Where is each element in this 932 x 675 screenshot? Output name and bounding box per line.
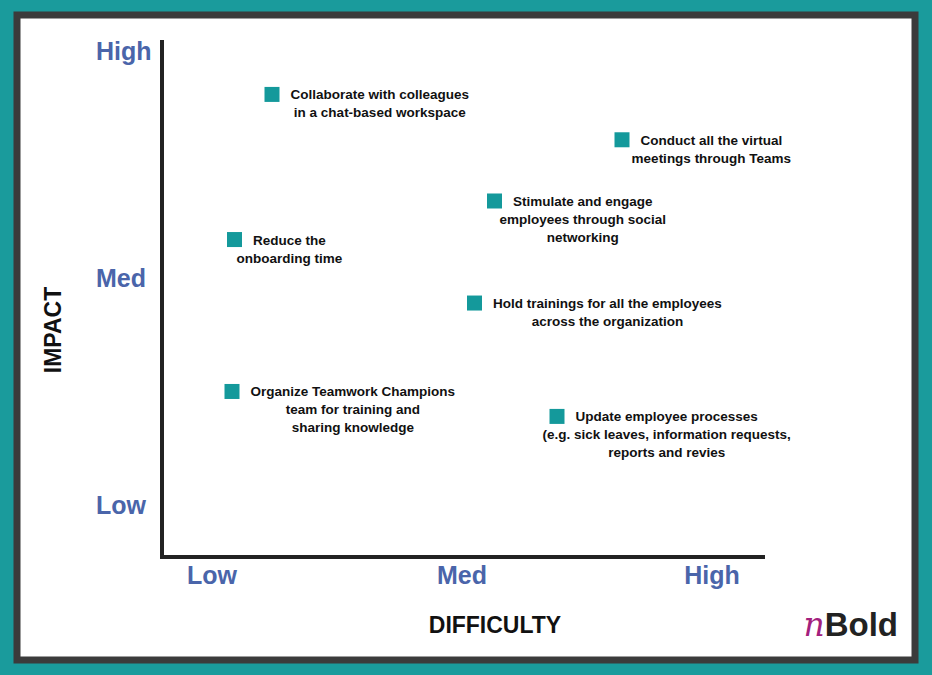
logo-rest: Bold bbox=[825, 606, 898, 643]
point-label: Reduce the onboarding time bbox=[237, 233, 343, 266]
point-label-line: Update employee processes bbox=[576, 409, 758, 424]
point bbox=[467, 296, 482, 311]
point-label-line: Collaborate with colleagues bbox=[291, 87, 470, 102]
y-axis-title: IMPACT bbox=[40, 287, 66, 373]
frame bbox=[17, 15, 915, 660]
point-label-line: Hold trainings for all the employees bbox=[493, 296, 722, 311]
marks bbox=[225, 87, 630, 424]
point bbox=[227, 232, 242, 247]
y-tick-label: Med bbox=[96, 264, 146, 292]
point-label-line: reports and revies bbox=[608, 445, 725, 460]
y-tick-label: Low bbox=[96, 491, 147, 519]
point-label: Hold trainings for all the employees acro… bbox=[493, 296, 722, 329]
point-label-line: in a chat-based workspace bbox=[294, 105, 466, 120]
point-label-line: (e.g. sick leaves, information requests, bbox=[543, 427, 791, 442]
point bbox=[225, 384, 240, 399]
point-label: Collaborate with colleagues in a chat-bas… bbox=[291, 87, 470, 120]
point bbox=[615, 132, 630, 147]
y-tick-label: High bbox=[96, 37, 152, 65]
point-label: Conduct all the virtual meetings through … bbox=[632, 133, 792, 166]
point-label-line: Organize Teamwork Champions bbox=[251, 384, 456, 399]
logo: nBold bbox=[803, 605, 898, 644]
logo-n: n bbox=[803, 605, 824, 644]
point bbox=[265, 87, 280, 102]
point-label-line: sharing knowledge bbox=[292, 420, 415, 435]
point bbox=[550, 409, 565, 424]
point-label: Organize Teamwork Champions team for trai… bbox=[251, 384, 456, 435]
chart: Low Med High Low Med High IMPACT DIFFICULTY Coll… bbox=[0, 0, 932, 675]
point-label: Update employee processes (e.g. sick leav… bbox=[543, 409, 791, 460]
x-axis bbox=[160, 555, 765, 559]
point-label-line: onboarding time bbox=[237, 251, 343, 266]
x-tick-label: High bbox=[684, 561, 740, 589]
point-label-line: meetings through Teams bbox=[632, 151, 792, 166]
point-label-line: Reduce the bbox=[253, 233, 326, 248]
x-tick-label: Med bbox=[437, 561, 487, 589]
x-axis-title: DIFFICULTY bbox=[429, 612, 561, 638]
point-label: Stimulate and engage employees through so… bbox=[499, 194, 666, 245]
point-label-line: across the organization bbox=[532, 314, 684, 329]
x-tick-label: Low bbox=[187, 561, 238, 589]
point-label-line: Stimulate and engage bbox=[513, 194, 653, 209]
point-label-line: team for training and bbox=[286, 402, 420, 417]
point-label-line: employees through social bbox=[499, 212, 666, 227]
point-label-line: networking bbox=[547, 230, 619, 245]
outer-border bbox=[0, 0, 932, 675]
point-label-line: Conduct all the virtual bbox=[641, 133, 783, 148]
point bbox=[487, 193, 502, 208]
y-axis bbox=[160, 40, 164, 559]
